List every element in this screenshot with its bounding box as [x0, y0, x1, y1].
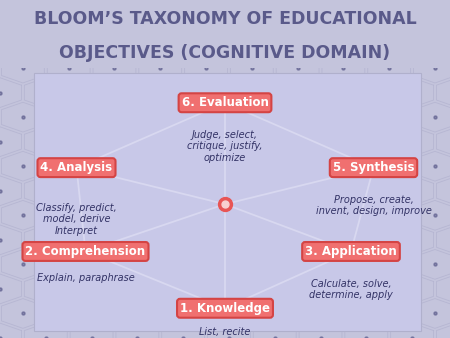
Text: 2. Comprehension: 2. Comprehension — [26, 245, 145, 258]
Text: Propose, create,
invent, design, improve: Propose, create, invent, design, improve — [315, 195, 432, 216]
Text: List, recite: List, recite — [199, 327, 251, 337]
Text: 6. Evaluation: 6. Evaluation — [181, 96, 269, 109]
Text: Calculate, solve,
determine, apply: Calculate, solve, determine, apply — [309, 279, 393, 300]
Text: 4. Analysis: 4. Analysis — [40, 161, 112, 174]
Text: OBJECTIVES (COGNITIVE DOMAIN): OBJECTIVES (COGNITIVE DOMAIN) — [59, 44, 391, 62]
FancyBboxPatch shape — [34, 73, 421, 331]
Text: Judge, select,
critique, justify,
optimize: Judge, select, critique, justify, optimi… — [187, 130, 263, 163]
Text: Explain, paraphrase: Explain, paraphrase — [36, 273, 135, 283]
Text: 3. Application: 3. Application — [305, 245, 397, 258]
Text: 5. Synthesis: 5. Synthesis — [333, 161, 414, 174]
Text: BLOOM’S TAXONOMY OF EDUCATIONAL: BLOOM’S TAXONOMY OF EDUCATIONAL — [34, 10, 416, 28]
Text: Classify, predict,
model, derive
Interpret: Classify, predict, model, derive Interpr… — [36, 203, 117, 236]
Text: 1. Knowledge: 1. Knowledge — [180, 302, 270, 315]
